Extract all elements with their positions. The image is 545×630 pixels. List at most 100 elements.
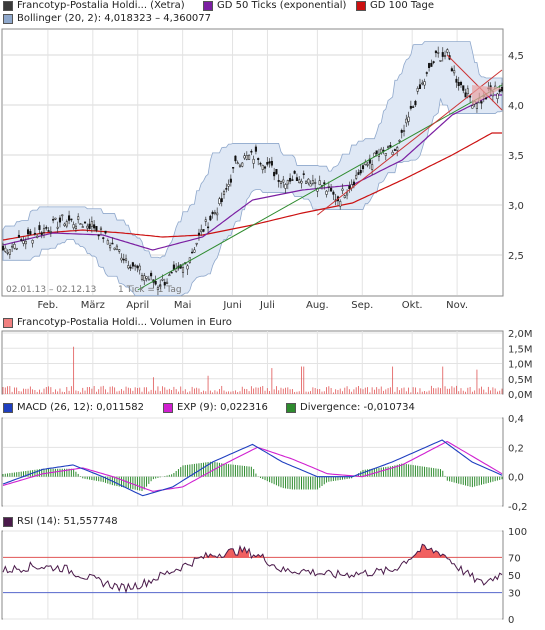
candle-body bbox=[181, 267, 185, 273]
x-tick-label: Sep. bbox=[351, 300, 373, 311]
candle-body bbox=[289, 177, 292, 182]
candle-body bbox=[437, 52, 440, 54]
date-range-label: 02.01.13 – 02.12.13 bbox=[6, 285, 96, 295]
candle-body bbox=[170, 271, 173, 274]
candle-body bbox=[343, 195, 346, 199]
candle-body bbox=[305, 181, 308, 184]
volume-y-tick-label: 0,0M bbox=[508, 390, 533, 401]
legend-price: Francotyp-Postalia Holdi... (Xetra) bbox=[3, 0, 185, 11]
candle-body bbox=[88, 223, 91, 229]
candle-body bbox=[83, 221, 87, 224]
candle-body bbox=[396, 147, 399, 151]
tick-label: 1 Tick = 1 Tag bbox=[118, 285, 182, 295]
macd-line bbox=[2, 439, 503, 497]
candle-body bbox=[462, 85, 465, 91]
candle-body bbox=[136, 265, 139, 269]
candle-body bbox=[74, 225, 77, 229]
candle-body bbox=[371, 164, 374, 170]
candle-body bbox=[286, 180, 289, 185]
candle-body bbox=[31, 239, 34, 244]
candle-body bbox=[441, 52, 444, 57]
legend-bollinger: Bollinger (20, 2): 4,018323 – 4,360077 bbox=[3, 13, 211, 24]
candle-body bbox=[250, 150, 253, 153]
legend-macd: MACD (26, 12): 0,011582 bbox=[3, 402, 144, 413]
legend-swatch bbox=[3, 317, 13, 328]
candle-body bbox=[225, 188, 228, 190]
candle-body bbox=[8, 249, 11, 255]
candle-body bbox=[387, 146, 390, 148]
candle-body bbox=[414, 100, 417, 106]
candle-body bbox=[471, 105, 474, 109]
x-tick-label: Mai bbox=[174, 300, 192, 311]
trend-lines bbox=[137, 54, 503, 291]
x-tick-label: Aug. bbox=[306, 300, 329, 311]
candle-body bbox=[161, 278, 164, 281]
candle-body bbox=[443, 55, 447, 57]
overbought-area bbox=[413, 544, 446, 558]
candle-body bbox=[480, 101, 483, 104]
legend-ema50: GD 50 Ticks (exponential) bbox=[203, 0, 346, 11]
candle-body bbox=[38, 225, 41, 230]
candle-body bbox=[193, 249, 196, 253]
volume-grid bbox=[3, 331, 502, 395]
legend-swatch bbox=[3, 13, 13, 24]
candle-body bbox=[325, 190, 328, 195]
candle-body bbox=[45, 227, 48, 229]
candle-body bbox=[122, 258, 125, 261]
candle-body bbox=[204, 219, 207, 222]
price-y-axis: 2,5 3,0 3,5 4,0 4,5 bbox=[508, 51, 524, 262]
candle-body bbox=[47, 230, 50, 232]
candle-body bbox=[421, 82, 424, 85]
candle-body bbox=[111, 242, 114, 245]
price-y-tick-label: 4,0 bbox=[508, 101, 524, 112]
candle-body bbox=[220, 198, 223, 203]
rsi-y-axis: 0 30 50 70 100 bbox=[508, 527, 527, 626]
candle-body bbox=[216, 212, 219, 216]
rsi-line bbox=[2, 543, 503, 594]
candle-body bbox=[373, 152, 376, 157]
candle-body bbox=[234, 155, 237, 162]
candle-body bbox=[407, 116, 410, 122]
x-tick-label: Juni bbox=[222, 300, 241, 311]
resistance-trendline bbox=[446, 54, 503, 111]
candle-body bbox=[327, 186, 330, 188]
candle-body bbox=[95, 226, 98, 231]
candle-body bbox=[213, 211, 216, 215]
candle-body bbox=[147, 278, 150, 281]
price-y-tick-label: 2,5 bbox=[508, 251, 524, 262]
candle-body bbox=[52, 219, 55, 221]
candle-body bbox=[58, 217, 62, 223]
x-tick-label: März bbox=[81, 300, 105, 311]
candle-body bbox=[455, 78, 458, 83]
rsi-y-tick-label: 100 bbox=[508, 527, 527, 538]
candle-body bbox=[428, 63, 431, 68]
candle-body bbox=[323, 182, 326, 185]
volume-y-axis: 0,0M 0,5M 1,0M 1,5M 2,0M bbox=[508, 329, 533, 401]
candle-body bbox=[186, 265, 189, 270]
candle-body bbox=[140, 275, 144, 280]
legend-ma100-label: GD 100 Tage bbox=[370, 0, 434, 11]
candle-body bbox=[33, 232, 36, 235]
candle-body bbox=[163, 281, 166, 286]
candle-body bbox=[29, 231, 32, 235]
candle-body bbox=[252, 158, 255, 164]
candle-body bbox=[245, 155, 248, 160]
candle-body bbox=[191, 251, 194, 254]
legend-ema50-label: GD 50 Ticks (exponential) bbox=[217, 0, 347, 11]
candle-body bbox=[446, 49, 449, 53]
macd-panel-frame bbox=[1, 417, 504, 507]
x-tick-label: April bbox=[126, 300, 149, 311]
candle-body bbox=[232, 167, 235, 169]
macd-y-tick-label: 0,0 bbox=[508, 473, 524, 484]
candle-body bbox=[425, 72, 428, 74]
bollinger-band bbox=[2, 41, 503, 297]
candle-body bbox=[453, 70, 456, 74]
legend-price-label: Francotyp-Postalia Holdi... (Xetra) bbox=[17, 0, 185, 11]
support-trendline bbox=[137, 84, 503, 291]
candle-body bbox=[339, 201, 342, 207]
legend-swatch bbox=[3, 0, 13, 11]
candle-body bbox=[17, 234, 20, 238]
candle-body bbox=[68, 215, 71, 221]
candle-body bbox=[409, 105, 412, 109]
candle-body bbox=[115, 245, 118, 250]
